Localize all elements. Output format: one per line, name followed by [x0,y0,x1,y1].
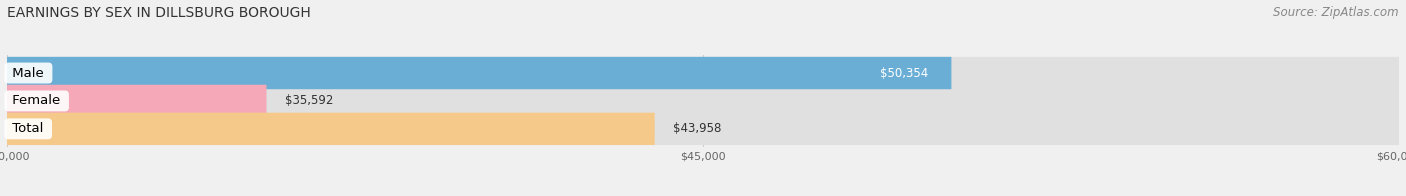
Text: $50,354: $50,354 [880,66,928,80]
Text: Total: Total [8,122,48,135]
Text: Female: Female [8,94,65,107]
FancyBboxPatch shape [7,85,267,117]
FancyBboxPatch shape [7,57,952,89]
Text: $35,592: $35,592 [285,94,333,107]
Text: EARNINGS BY SEX IN DILLSBURG BOROUGH: EARNINGS BY SEX IN DILLSBURG BOROUGH [7,6,311,20]
FancyBboxPatch shape [7,57,1399,89]
FancyBboxPatch shape [7,85,1399,117]
Text: Source: ZipAtlas.com: Source: ZipAtlas.com [1274,6,1399,19]
FancyBboxPatch shape [7,113,655,145]
FancyBboxPatch shape [7,113,1399,145]
Text: Male: Male [8,66,48,80]
Text: $43,958: $43,958 [673,122,721,135]
